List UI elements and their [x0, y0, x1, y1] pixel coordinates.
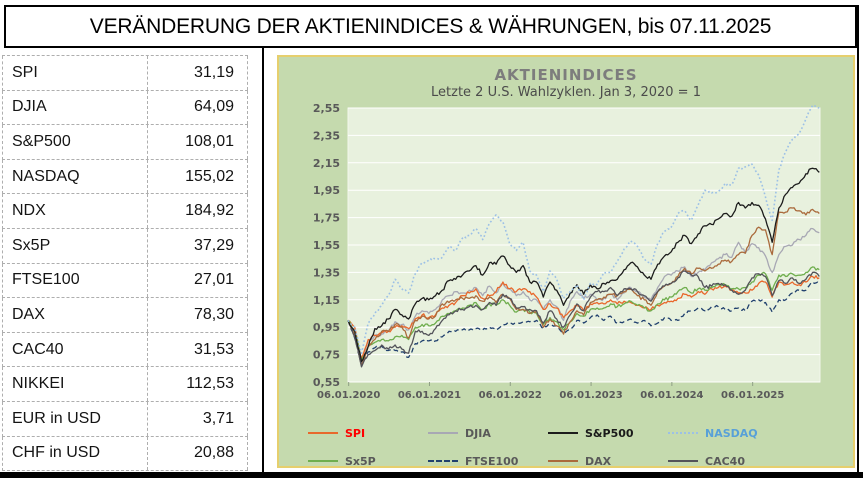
x-axis-tick-label: 06.01.2022	[479, 390, 542, 401]
y-axis-tick-label: 1,55	[313, 239, 340, 252]
page-frame-right	[857, 5, 859, 478]
legend-row: Sx5P FTSE100 DAX CAC40	[308, 447, 848, 475]
report-title-box: VERÄNDERUNG DER AKTIENINDICES & WÄHRUNGE…	[4, 5, 857, 48]
chart-title: AKTIENINDICES	[494, 66, 638, 84]
table-row: S&P500 108,01	[2, 125, 248, 160]
legend-label-NASDAQ: NASDAQ	[705, 426, 758, 440]
legend-label-S&P500: S&P500	[585, 426, 634, 440]
y-axis-tick-label: 2,15	[313, 157, 340, 170]
index-value: 108,01	[148, 125, 248, 159]
chart-subtitle: Letzte 2 U.S. Wahlzyklen. Jan 3, 2020 = …	[431, 85, 701, 100]
legend-swatch-FTSE100	[428, 460, 458, 462]
index-value: 184,92	[148, 194, 248, 228]
index-label: SPI	[3, 56, 148, 90]
legend-swatch-DJIA	[428, 432, 458, 434]
y-axis-tick-label: 1,35	[313, 266, 340, 279]
series-line-DAX	[347, 207, 820, 367]
legend-label-SPI: SPI	[345, 426, 366, 440]
table-row: DJIA 64,09	[2, 90, 248, 126]
chart-plot-area: 2,55 2,35 2,15 1,95 1,75 1,55 1,35 1,15 0,95 0,75…	[313, 102, 821, 401]
series-line-CAC40	[347, 270, 820, 368]
table-row: NDX 184,92	[2, 194, 248, 229]
table-row: NIKKEI 112,53	[2, 367, 248, 402]
y-axis-tick-label: 1,15	[313, 294, 340, 307]
x-axis-tick-label: 06.01.2023	[559, 390, 622, 401]
index-value: 112,53	[148, 367, 248, 401]
chart-legend: SPI DJIA S&P500 NASDAQ Sx5P FTSE100 DAX CAC40	[308, 419, 848, 475]
legend-item-FTSE100: FTSE100	[428, 455, 548, 468]
legend-swatch-SPI	[308, 432, 338, 434]
series-line-S&P500	[347, 167, 820, 363]
index-label: CAC40	[3, 332, 148, 367]
x-axis-tick-label: 06.01.2020	[317, 390, 380, 401]
series-line-Sx5P	[347, 266, 820, 361]
legend-item-SPI: SPI	[308, 427, 428, 440]
page-frame-bottom	[0, 472, 863, 478]
index-label: EUR in USD	[3, 401, 148, 436]
legend-label-CAC40: CAC40	[705, 454, 745, 468]
legend-label-DJIA: DJIA	[465, 426, 491, 440]
y-axis-tick-label: 2,35	[313, 129, 340, 142]
series-line-FTSE100	[347, 281, 820, 365]
legend-label-FTSE100: FTSE100	[465, 454, 519, 468]
legend-swatch-DAX	[548, 460, 578, 462]
index-label: NDX	[3, 194, 148, 228]
legend-swatch-CAC40	[668, 460, 698, 462]
x-axis-tick-label: 06.01.2025	[721, 390, 784, 401]
report-title: VERÄNDERUNG DER AKTIENINDICES & WÄHRUNGE…	[89, 14, 772, 38]
index-value: 155,02	[148, 159, 248, 194]
table-row: EUR in USD 3,71	[2, 401, 248, 437]
index-label: DAX	[3, 298, 148, 332]
table-row: FTSE100 27,01	[2, 263, 248, 299]
index-label: S&P500	[3, 125, 148, 159]
index-label: DJIA	[3, 90, 148, 125]
index-value: 78,30	[148, 298, 248, 332]
legend-row: SPI DJIA S&P500 NASDAQ	[308, 419, 848, 447]
x-axis-tick-label: 06.01.2024	[640, 390, 703, 401]
table-row: CAC40 31,53	[2, 332, 248, 368]
legend-item-NASDAQ: NASDAQ	[668, 427, 788, 440]
index-label: NIKKEI	[3, 367, 148, 401]
index-value: 64,09	[148, 90, 248, 125]
table-row: SPI 31,19	[2, 56, 248, 91]
table-chart-divider	[262, 47, 264, 478]
y-axis-tick-label: 0,75	[313, 349, 340, 362]
legend-label-Sx5P: Sx5P	[345, 454, 376, 468]
index-label: NASDAQ	[3, 159, 148, 194]
legend-item-Sx5P: Sx5P	[308, 455, 428, 468]
y-axis-tick-label: 2,55	[313, 102, 340, 115]
legend-swatch-Sx5P	[308, 460, 338, 462]
legend-item-CAC40: CAC40	[668, 455, 788, 468]
index-value: 31,19	[148, 56, 248, 90]
index-value: 20,88	[148, 436, 248, 471]
legend-swatch-S&P500	[548, 432, 578, 434]
legend-label-DAX: DAX	[585, 454, 612, 468]
index-value: 3,71	[148, 401, 248, 436]
x-axis-tick-label: 06.01.2021	[398, 390, 461, 401]
y-axis-tick-label: 0,95	[313, 321, 340, 334]
y-axis-tick-label: 1,75	[313, 212, 340, 225]
table-row: CHF in USD 20,88	[2, 436, 248, 472]
index-value: 31,53	[148, 332, 248, 367]
index-label: FTSE100	[3, 263, 148, 298]
y-axis-tick-label: 0,55	[313, 376, 340, 389]
table-row: DAX 78,30	[2, 298, 248, 333]
index-label: CHF in USD	[3, 436, 148, 471]
legend-swatch-NASDAQ	[668, 432, 698, 434]
legend-item-DJIA: DJIA	[428, 427, 548, 440]
table-row: Sx5P 37,29	[2, 228, 248, 264]
stock-index-chart: 2,55 2,35 2,15 1,95 1,75 1,55 1,35 1,15 0,95 0,75…	[277, 55, 855, 468]
index-value: 37,29	[148, 228, 248, 263]
legend-item-DAX: DAX	[548, 455, 668, 468]
table-row: NASDAQ 155,02	[2, 159, 248, 195]
index-value: 27,01	[148, 263, 248, 298]
index-label: Sx5P	[3, 228, 148, 263]
index-performance-table: SPI 31,19 DJIA 64,09 S&P500 108,01 NASDAQ 155,0…	[2, 55, 248, 472]
y-axis-tick-label: 1,95	[313, 184, 340, 197]
legend-item-S&P500: S&P500	[548, 427, 668, 440]
